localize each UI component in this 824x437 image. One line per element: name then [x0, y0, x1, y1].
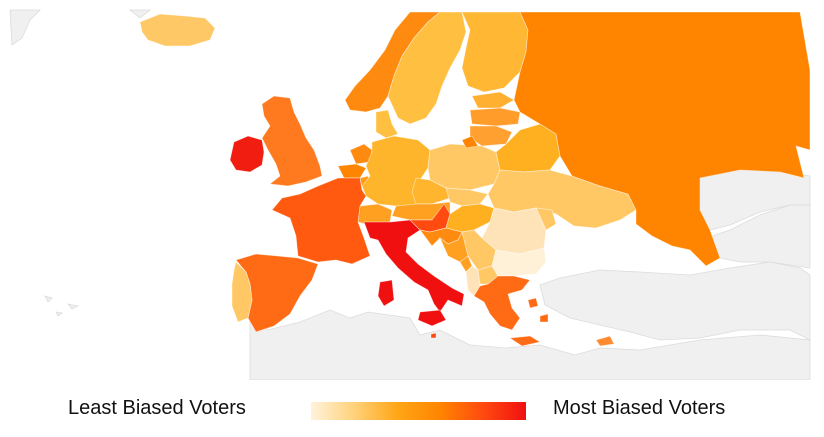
country-latvia[interactable]: [469, 107, 521, 127]
country-italy-sardinia[interactable]: [377, 279, 395, 307]
no-data-land: [9, 9, 811, 380]
europe-choropleth-map: [9, 9, 811, 380]
legend: Least Biased Voters Most Biased Voters: [0, 388, 824, 432]
country-czechia[interactable]: [411, 177, 451, 205]
country-poland[interactable]: [427, 143, 501, 191]
country-bulgaria[interactable]: [491, 247, 547, 277]
country-russia[interactable]: [513, 11, 811, 267]
atlantic-islands: [44, 295, 80, 317]
country-denmark[interactable]: [375, 109, 399, 139]
country-ireland[interactable]: [229, 135, 265, 173]
country-iceland[interactable]: [139, 13, 216, 47]
country-bosnia[interactable]: [439, 230, 469, 263]
country-cyprus[interactable]: [595, 335, 615, 347]
country-france[interactable]: [271, 177, 371, 265]
country-malta[interactable]: [430, 332, 437, 339]
greenland-edge: [9, 9, 41, 46]
country-greece[interactable]: [473, 275, 531, 331]
country-sweden[interactable]: [387, 11, 467, 125]
country-belarus[interactable]: [495, 123, 561, 173]
country-greece-islands[interactable]: [527, 297, 549, 323]
country-estonia[interactable]: [471, 91, 515, 109]
legend-high-label: Most Biased Voters: [553, 397, 726, 419]
country-greece-crete[interactable]: [508, 335, 541, 347]
turkey-middle-east: [539, 261, 811, 341]
north-africa: [249, 309, 811, 380]
country-russia-kaliningrad[interactable]: [461, 135, 479, 149]
legend-gradient-bar: [311, 402, 526, 420]
svalbard-edge: [128, 9, 152, 19]
legend-low-label: Least Biased Voters: [68, 397, 246, 419]
country-belgium[interactable]: [337, 163, 367, 179]
countries-layer: [139, 11, 811, 347]
country-portugal[interactable]: [231, 261, 253, 323]
country-italy-sicily[interactable]: [417, 309, 447, 327]
country-united-kingdom[interactable]: [261, 95, 323, 187]
country-italy[interactable]: [363, 219, 465, 313]
